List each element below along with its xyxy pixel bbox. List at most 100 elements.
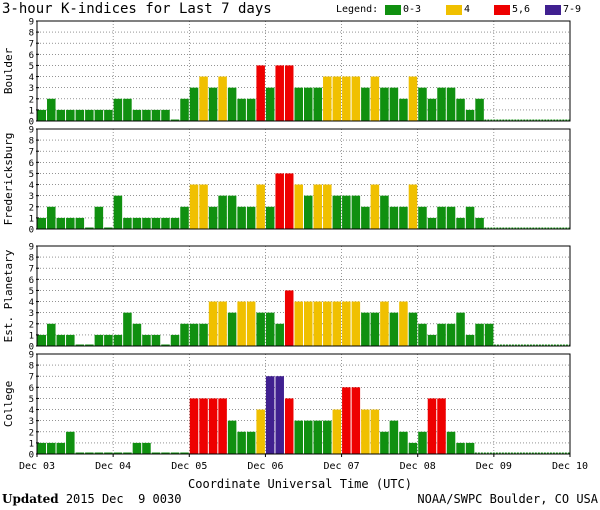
k-bar [151,109,161,121]
k-bar [94,334,104,346]
k-bar [189,323,199,346]
k-bar [361,409,370,454]
k-bar [456,312,465,346]
k-bar [370,409,380,454]
k-bar [265,312,275,346]
panel-label: Est. Planetary [2,249,15,342]
k-bar [284,65,294,121]
y-tick-label: 8 [29,362,34,372]
k-bar [294,420,303,454]
y-tick-label: 0 [29,118,34,128]
k-bar [180,206,189,229]
panel-label: Boulder [2,47,15,94]
legend-label: Legend: [336,4,379,15]
k-bar [142,442,151,454]
k-bar [294,87,303,121]
k-bar [456,442,465,454]
k-bar [284,398,294,454]
k-bar [437,206,446,229]
y-tick-label: 4 [29,181,34,191]
k-bar [465,442,475,454]
k-bar [332,195,342,229]
k-bar [94,206,104,229]
updated-label: Updated [2,492,59,506]
y-tick-label: 5 [29,395,34,405]
y-tick-label: 7 [29,40,34,50]
y-tick-label: 8 [29,254,34,264]
k-bar [161,217,170,229]
k-bar [113,334,123,346]
k-bar [170,452,180,454]
y-tick-label: 6 [29,276,34,286]
k-bar [304,301,313,346]
k-bar [475,217,484,229]
k-bar [208,206,218,229]
k-bar [151,334,161,346]
k-bar [199,76,208,121]
legend-swatch-5-6 [494,5,510,15]
legend-item-7-9: 7-9 [563,4,582,15]
k-bar [66,109,75,121]
k-bar [85,344,94,346]
y-tick-label: 7 [29,265,34,275]
updated-stamp: Updated 2015 Dec 9 0030 [2,492,181,506]
k-bar [75,217,85,229]
y-tick-label: 2 [29,320,34,330]
k-bar [237,431,246,454]
k-bar [237,98,246,121]
k-bar [151,452,161,454]
k-bar [256,409,265,454]
k-bar [142,217,151,229]
x-tick-label: Dec 06 [247,461,283,472]
k-bar [113,98,123,121]
k-bar [446,323,456,346]
panel-label: College [2,381,15,427]
k-bar [437,87,446,121]
x-tick-label: Dec 09 [476,461,512,472]
k-bar [104,109,113,121]
k-bar [284,173,294,229]
k-bar [208,301,218,346]
x-tick-label: Dec 05 [171,461,207,472]
legend-item-5-6: 5,6 [512,4,531,15]
y-tick-label: 7 [29,148,34,158]
k-bar [332,301,342,346]
k-bar [85,109,94,121]
k-bar [132,109,142,121]
k-bar [113,452,123,454]
k-bar [265,206,275,229]
k-bar [351,195,361,229]
y-tick-label: 9 [29,18,34,28]
k-bar [275,173,284,229]
k-bar [132,323,142,346]
k-bar [142,109,151,121]
k-bar [123,452,132,454]
k-bar [189,398,199,454]
k-bar [218,195,227,229]
k-bar [323,184,332,229]
k-bar [56,334,66,346]
k-bar [246,301,256,346]
k-bar [151,217,161,229]
k-bar [56,442,66,454]
k-bar [265,376,275,454]
k-bar [170,334,180,346]
k-bar [170,119,180,121]
legend-item-4: 4 [464,4,471,15]
y-tick-label: 5 [29,62,34,72]
k-bar [66,217,75,229]
k-bar [408,442,418,454]
k-bar [342,195,351,229]
k-bar [323,301,332,346]
k-bar [399,431,408,454]
y-tick-label: 3 [29,192,34,202]
y-tick-label: 0 [29,226,34,236]
k-bar [66,334,75,346]
k-bar [47,98,56,121]
updated-value: 2015 Dec 9 0030 [65,492,182,506]
y-tick-label: 8 [29,29,34,39]
k-bar [37,109,47,121]
k-bar [294,184,303,229]
k-bar [237,206,246,229]
k-bar [304,195,313,229]
